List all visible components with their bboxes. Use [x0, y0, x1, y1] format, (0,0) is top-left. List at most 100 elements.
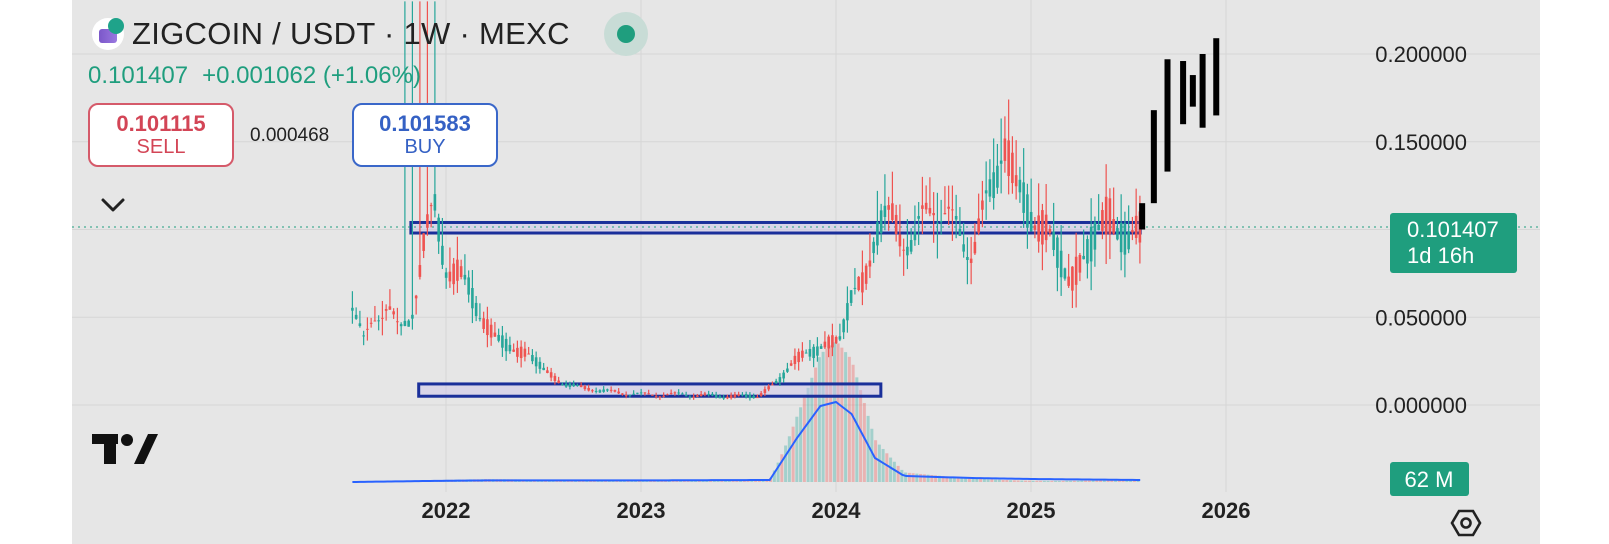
- candle-body: [1071, 266, 1074, 291]
- candle-body: [441, 245, 444, 265]
- candle-body: [711, 393, 714, 396]
- candle-body: [583, 386, 587, 390]
- candle-body: [647, 393, 650, 395]
- candle-body: [444, 272, 448, 278]
- candle-body: [523, 348, 527, 357]
- candle-body: [1018, 179, 1022, 193]
- chevron-down-icon[interactable]: [100, 196, 126, 214]
- volume-bar: [694, 481, 698, 482]
- volume-bar: [814, 367, 818, 482]
- volume-bar: [889, 457, 893, 482]
- volume-bar: [859, 390, 863, 482]
- volume-bar: [926, 474, 930, 482]
- sell-label: SELL: [136, 136, 186, 159]
- candle-body: [1067, 276, 1070, 286]
- candle-body: [816, 346, 819, 356]
- projection-bar[interactable]: [1180, 61, 1187, 125]
- candle-body: [422, 233, 425, 251]
- sell-button[interactable]: 0.101115 SELL: [88, 103, 234, 167]
- candle-body: [369, 322, 373, 324]
- candle-body: [501, 335, 504, 348]
- volume-bar: [1084, 480, 1088, 482]
- candle-body: [576, 385, 579, 387]
- candle-body: [388, 306, 392, 310]
- candle-body: [609, 389, 613, 391]
- volume-bar: [776, 462, 780, 482]
- candle-body: [1078, 254, 1082, 273]
- candle-body: [842, 319, 845, 333]
- volume-bar: [1132, 480, 1136, 482]
- volume-bar: [821, 351, 825, 482]
- candle-body: [973, 241, 977, 254]
- candle-body: [1123, 223, 1127, 255]
- projection-bar[interactable]: [1139, 203, 1146, 230]
- symbol-title[interactable]: ZIGCOIN / USDT · 1W · MEXC: [132, 16, 570, 51]
- volume-bar: [877, 444, 881, 482]
- projection-bar[interactable]: [1213, 38, 1220, 116]
- volume-bar: [1027, 480, 1031, 482]
- candle-body: [606, 389, 609, 391]
- candle-body: [748, 394, 752, 399]
- candle-body: [981, 200, 984, 210]
- live-status-icon: [603, 12, 648, 56]
- candle-body: [902, 249, 905, 251]
- volume-bar: [739, 480, 743, 482]
- volume-bar: [915, 473, 919, 482]
- volume-bar: [1114, 480, 1118, 482]
- candle-body: [456, 259, 459, 281]
- candle-body: [362, 335, 365, 337]
- y-axis-tick-label: 0.000000: [1375, 393, 1467, 418]
- candle-body: [778, 377, 782, 383]
- volume-bar: [1125, 480, 1129, 482]
- candle-body: [846, 303, 849, 321]
- candle-body: [467, 277, 470, 295]
- volume-bar: [611, 480, 615, 482]
- volume-bar: [626, 481, 630, 482]
- chart-settings-icon[interactable]: [1450, 508, 1482, 538]
- volume-bar: [675, 481, 679, 482]
- candle-body: [377, 320, 380, 322]
- projection-bar[interactable]: [1164, 59, 1171, 172]
- volume-bar: [604, 480, 608, 482]
- candle-body: [1089, 226, 1093, 262]
- volume-bar: [945, 476, 949, 482]
- candle-body: [426, 214, 429, 228]
- volume-bar: [686, 481, 690, 482]
- candle-body: [726, 396, 729, 399]
- projection-bar[interactable]: [1199, 54, 1206, 128]
- volume-bar: [1102, 480, 1106, 482]
- volume-bar: [1031, 480, 1035, 482]
- volume-bar: [802, 397, 806, 482]
- spread-value: 0.000468: [250, 125, 330, 146]
- volume-bar: [607, 480, 611, 482]
- candle-body: [1033, 225, 1037, 230]
- candle-body: [561, 384, 564, 386]
- candle-body: [384, 309, 388, 311]
- candle-body: [459, 266, 463, 278]
- support-resistance-zone[interactable]: [417, 382, 883, 398]
- buy-price: 0.101583: [379, 110, 471, 136]
- projection-bar[interactable]: [1189, 75, 1196, 107]
- candle-body: [797, 351, 800, 363]
- volume-bar: [956, 477, 960, 482]
- candle-body: [939, 221, 943, 223]
- volume-bar: [731, 480, 735, 482]
- volume-bar: [701, 481, 705, 482]
- buy-button[interactable]: 0.101583 BUY: [352, 103, 498, 167]
- volume-bar: [919, 473, 923, 482]
- candle-body: [572, 383, 575, 387]
- candle-body: [1056, 237, 1059, 268]
- candle-body: [733, 394, 737, 398]
- volume-bar: [600, 480, 604, 482]
- candle-body: [516, 347, 519, 357]
- volume-bar: [705, 480, 709, 482]
- projection-bar[interactable]: [1150, 110, 1157, 204]
- candle-body: [632, 393, 635, 395]
- volume-bar: [930, 475, 934, 482]
- volume-bar: [896, 465, 900, 482]
- volume-bar: [907, 472, 911, 482]
- volume-bar: [1121, 480, 1125, 482]
- candle-body: [519, 346, 523, 359]
- candle-body: [1104, 196, 1108, 235]
